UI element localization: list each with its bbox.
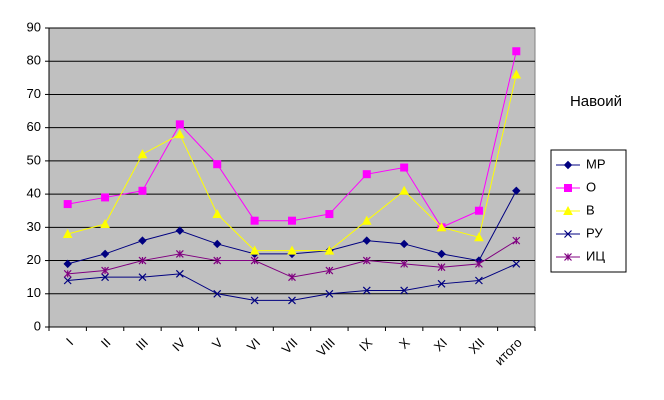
chart-title: Навоий <box>570 93 622 110</box>
x-tick-label: IV <box>169 335 189 355</box>
data-point <box>474 232 484 242</box>
legend-label: В <box>586 202 595 217</box>
legend-marker <box>564 253 572 261</box>
data-point <box>287 245 297 255</box>
x-tick-label: III <box>133 335 151 353</box>
data-point <box>288 216 296 225</box>
legend-marker <box>564 184 572 192</box>
data-point <box>325 266 334 275</box>
data-point <box>249 245 260 255</box>
data-point <box>288 273 296 282</box>
data-point <box>63 259 72 269</box>
legend-label: ИЦ <box>586 248 605 263</box>
data-point <box>512 186 521 195</box>
y-tick-label: 70 <box>27 86 41 101</box>
x-tick-label: VIII <box>314 335 338 359</box>
data-point <box>512 259 521 268</box>
data-point <box>399 239 409 249</box>
data-point <box>138 273 147 282</box>
data-point <box>138 256 147 265</box>
data-point <box>101 273 110 282</box>
data-point <box>400 163 409 172</box>
data-point <box>400 286 409 295</box>
data-point <box>175 120 184 129</box>
data-point <box>362 256 371 265</box>
data-point <box>400 259 409 268</box>
data-point <box>474 259 483 268</box>
data-point <box>437 249 446 259</box>
data-point <box>63 276 72 285</box>
y-tick-label: 30 <box>27 219 41 234</box>
data-point <box>212 208 223 219</box>
data-point <box>213 256 222 265</box>
data-point <box>62 228 73 238</box>
legend-label: РУ <box>586 225 603 240</box>
x-tick-label: II <box>98 335 114 351</box>
legend-marker <box>563 205 573 215</box>
x-tick-label: XII <box>466 335 488 357</box>
data-point <box>250 256 259 265</box>
data-point <box>100 218 110 229</box>
x-tick-label: VII <box>279 335 301 357</box>
data-point <box>399 185 409 195</box>
data-point <box>175 249 184 258</box>
y-tick-label: 60 <box>27 119 41 134</box>
y-tick-label: 80 <box>27 53 41 68</box>
data-point <box>213 289 222 298</box>
y-tick-label: 20 <box>27 252 41 267</box>
data-point <box>437 263 446 272</box>
data-point <box>325 210 334 219</box>
data-point <box>437 279 446 288</box>
data-point <box>213 160 222 169</box>
data-point <box>512 47 521 56</box>
data-point <box>213 239 222 249</box>
data-point <box>511 69 522 79</box>
data-point <box>175 269 184 278</box>
legend-marker <box>564 230 572 238</box>
data-point <box>138 236 147 245</box>
data-point <box>474 276 483 285</box>
data-point <box>101 266 110 275</box>
data-point <box>325 289 334 298</box>
y-tick-label: 40 <box>27 186 41 201</box>
data-point <box>361 215 372 225</box>
data-point <box>512 236 521 245</box>
x-tick-label: VI <box>244 335 263 354</box>
x-tick-label: XI <box>431 335 450 354</box>
data-point <box>175 129 185 139</box>
data-point <box>138 186 147 195</box>
data-point <box>100 249 110 259</box>
y-tick-label: 0 <box>34 318 41 333</box>
legend-marker <box>563 160 573 170</box>
y-tick-label: 10 <box>27 285 41 300</box>
data-point <box>101 193 110 202</box>
x-tick-label: X <box>396 335 413 352</box>
data-point <box>362 170 371 179</box>
data-point <box>362 286 371 295</box>
data-point <box>362 236 371 245</box>
data-point <box>63 200 72 209</box>
x-tick-label: I <box>63 335 76 348</box>
y-tick-label: 50 <box>27 152 41 167</box>
data-point <box>175 226 185 235</box>
legend-label: О <box>586 179 596 194</box>
x-tick-label: IX <box>356 335 376 355</box>
x-tick-label: V <box>209 335 226 352</box>
data-point <box>324 245 335 255</box>
data-point <box>250 216 259 225</box>
y-tick-label: 90 <box>27 19 41 34</box>
data-point <box>436 222 447 232</box>
data-point <box>63 269 72 278</box>
data-point <box>474 206 483 215</box>
legend-label: МР <box>586 156 606 171</box>
data-point <box>137 149 148 159</box>
x-tick-label: итого <box>492 335 525 368</box>
data-point <box>250 296 259 305</box>
data-point <box>288 296 296 305</box>
